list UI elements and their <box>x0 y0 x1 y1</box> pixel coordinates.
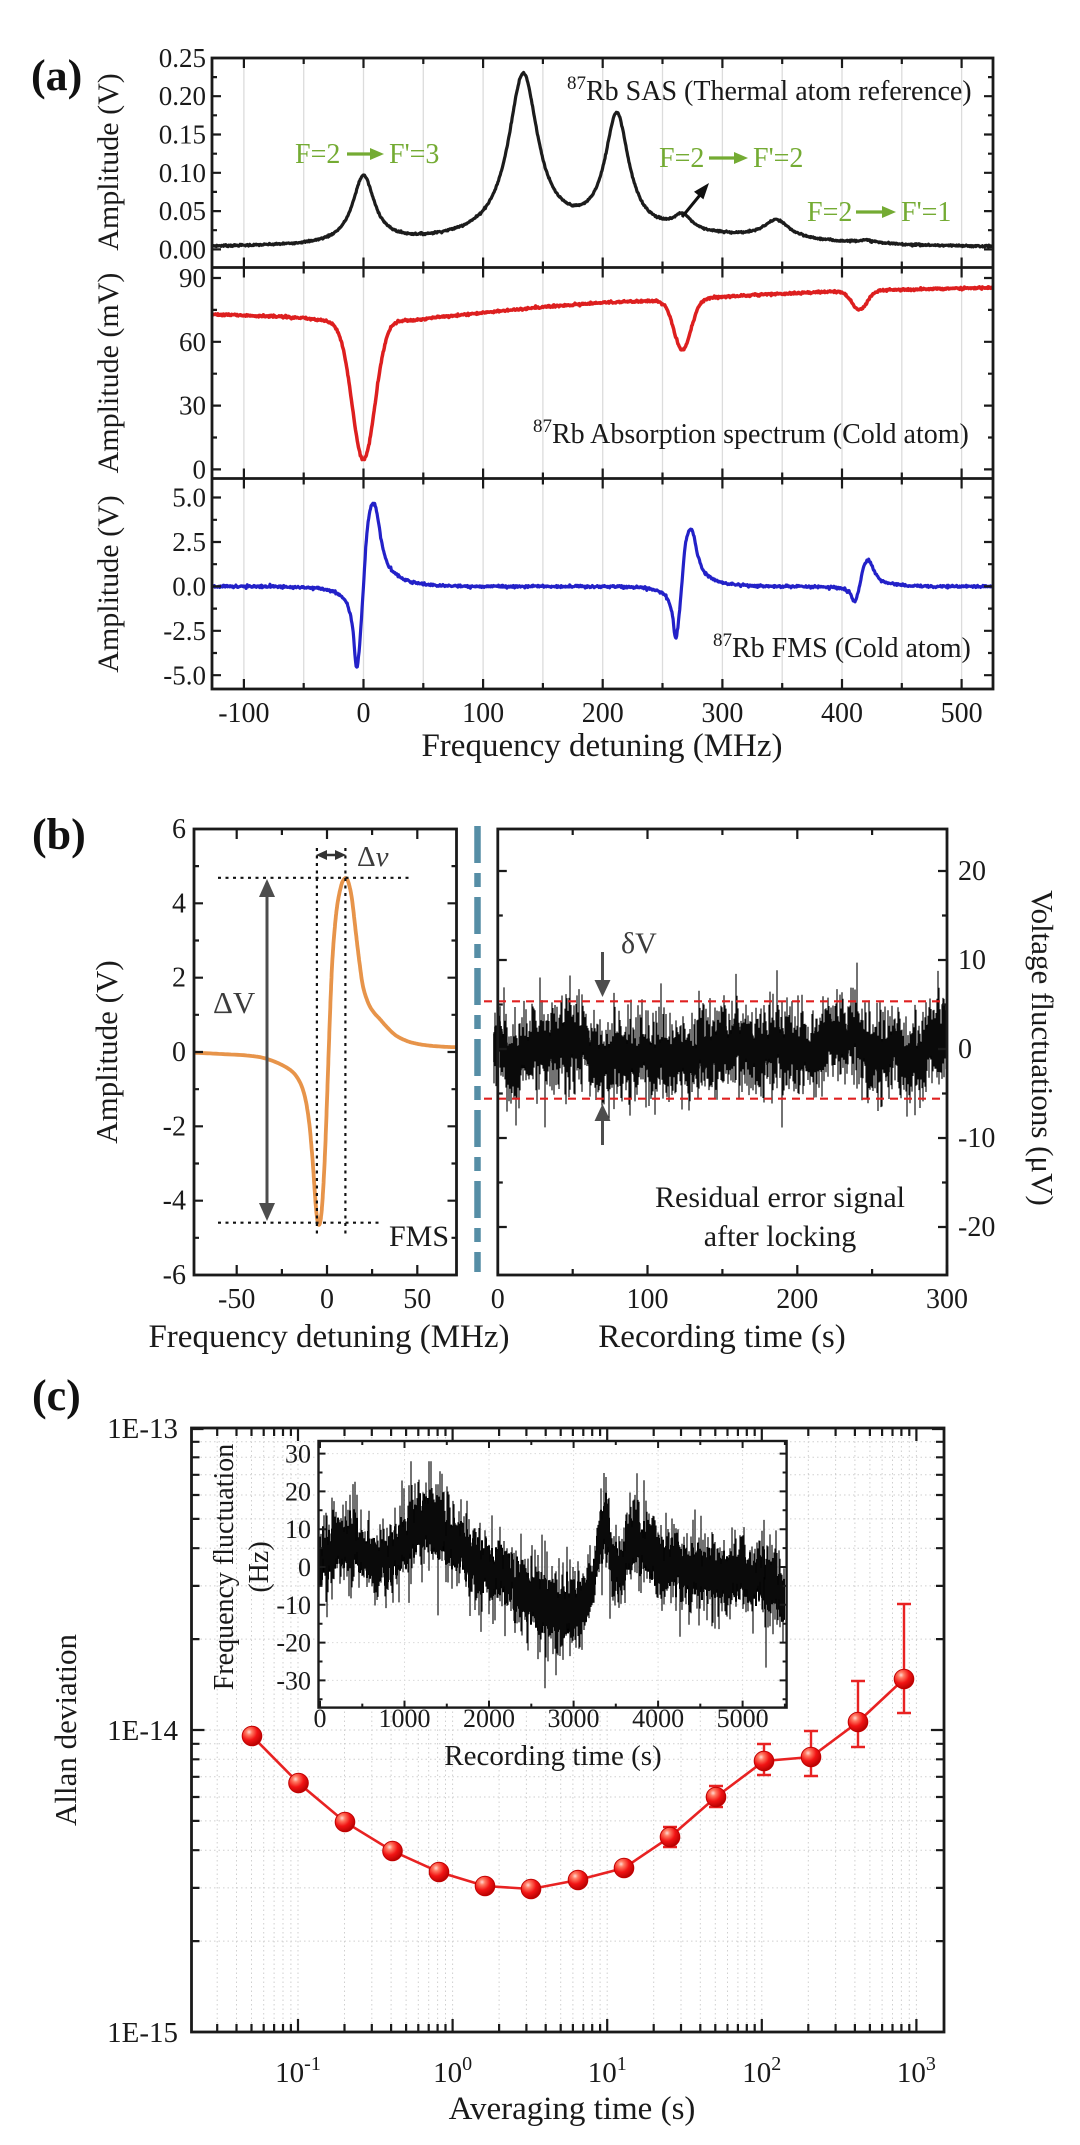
svg-text:FMS: FMS <box>389 1220 449 1253</box>
svg-text:Frequency detuning (MHz): Frequency detuning (MHz) <box>421 728 782 764</box>
svg-text:-20: -20 <box>276 1629 311 1658</box>
svg-text:Amplitude (V): Amplitude (V) <box>92 495 125 672</box>
svg-text:100: 100 <box>462 698 504 729</box>
svg-text:0: 0 <box>491 1284 505 1315</box>
svg-text:5.0: 5.0 <box>172 483 206 513</box>
svg-text:0: 0 <box>298 1553 311 1582</box>
svg-text:0: 0 <box>172 1037 186 1068</box>
svg-text:100: 100 <box>627 1284 669 1315</box>
svg-text:F'=1: F'=1 <box>901 197 951 228</box>
svg-text:87Rb Absorption spectrum (Cold: 87Rb Absorption spectrum (Cold atom) <box>533 416 969 450</box>
svg-text:200: 200 <box>776 1284 818 1315</box>
svg-text:Residual error signal: Residual error signal <box>655 1181 905 1214</box>
svg-text:4: 4 <box>172 888 186 919</box>
svg-text:30: 30 <box>285 1440 311 1469</box>
svg-text:-30: -30 <box>276 1666 311 1695</box>
svg-text:-2: -2 <box>163 1111 186 1142</box>
svg-text:Amplitude (V): Amplitude (V) <box>89 960 124 1143</box>
svg-text:20: 20 <box>285 1477 311 1506</box>
svg-text:1000: 1000 <box>379 1704 431 1733</box>
svg-text:0.25: 0.25 <box>159 43 206 73</box>
svg-text:2: 2 <box>172 963 186 994</box>
svg-text:Δv: Δv <box>357 841 389 873</box>
svg-text:0.00: 0.00 <box>159 234 206 264</box>
svg-text:0: 0 <box>193 454 207 484</box>
svg-text:0.05: 0.05 <box>159 196 206 226</box>
svg-text:(a): (a) <box>31 51 82 100</box>
svg-text:2.5: 2.5 <box>172 527 206 557</box>
svg-text:2000: 2000 <box>463 1704 515 1733</box>
svg-text:F'=3: F'=3 <box>389 139 439 170</box>
svg-text:30: 30 <box>179 391 206 421</box>
svg-text:(Hz): (Hz) <box>244 1541 275 1592</box>
svg-text:Voltage fluctuations (μV): Voltage fluctuations (μV) <box>1025 890 1060 1206</box>
svg-text:5000: 5000 <box>717 1704 769 1733</box>
svg-text:-10: -10 <box>276 1591 311 1620</box>
svg-text:0.10: 0.10 <box>159 158 206 188</box>
svg-text:0: 0 <box>958 1034 972 1065</box>
svg-text:Allan deviation: Allan deviation <box>48 1634 83 1826</box>
svg-text:1E-15: 1E-15 <box>107 2017 178 2049</box>
svg-text:-50: -50 <box>218 1284 255 1315</box>
svg-text:F=2: F=2 <box>295 139 340 170</box>
svg-text:-4: -4 <box>163 1186 186 1217</box>
svg-text:87Rb SAS (Thermal atom referen: 87Rb SAS (Thermal atom reference) <box>567 73 972 107</box>
svg-text:ΔV: ΔV <box>213 985 256 1020</box>
svg-text:δV: δV <box>621 927 657 960</box>
svg-text:10: 10 <box>958 945 986 976</box>
svg-text:after locking: after locking <box>704 1220 856 1253</box>
svg-text:(b): (b) <box>32 810 86 859</box>
svg-text:4000: 4000 <box>632 1704 684 1733</box>
svg-text:-6: -6 <box>163 1260 186 1291</box>
svg-text:0: 0 <box>320 1284 334 1315</box>
svg-text:400: 400 <box>821 698 863 729</box>
svg-text:-10: -10 <box>958 1123 995 1154</box>
svg-text:60: 60 <box>179 327 206 357</box>
svg-text:-100: -100 <box>218 698 269 729</box>
svg-text:1E-14: 1E-14 <box>107 1715 178 1747</box>
svg-text:300: 300 <box>926 1284 968 1315</box>
svg-text:F=2: F=2 <box>807 197 852 228</box>
svg-text:3000: 3000 <box>548 1704 600 1733</box>
svg-text:F'=2: F'=2 <box>753 143 803 174</box>
svg-text:-20: -20 <box>958 1212 995 1243</box>
svg-text:0.20: 0.20 <box>159 81 206 111</box>
svg-text:Averaging time (s): Averaging time (s) <box>449 2091 696 2127</box>
svg-text:0: 0 <box>314 1704 327 1733</box>
svg-text:90: 90 <box>179 263 206 293</box>
svg-text:Amplitude (V): Amplitude (V) <box>92 73 125 250</box>
svg-text:500: 500 <box>941 698 983 729</box>
svg-text:10: 10 <box>285 1515 311 1544</box>
svg-text:300: 300 <box>701 698 743 729</box>
svg-text:-5.0: -5.0 <box>163 660 206 690</box>
svg-text:Amplitude (mV): Amplitude (mV) <box>92 273 125 474</box>
svg-text:(c): (c) <box>32 1371 81 1420</box>
svg-text:1E-13: 1E-13 <box>107 1413 178 1445</box>
svg-text:87Rb FMS (Cold atom): 87Rb FMS (Cold atom) <box>713 630 971 664</box>
svg-text:Recording time (s): Recording time (s) <box>598 1319 845 1355</box>
svg-text:-2.5: -2.5 <box>163 616 206 646</box>
svg-text:0.15: 0.15 <box>159 120 206 150</box>
svg-text:0.0: 0.0 <box>172 571 206 601</box>
svg-text:Frequency detuning (MHz): Frequency detuning (MHz) <box>148 1319 509 1355</box>
svg-text:Recording time (s): Recording time (s) <box>444 1740 661 1772</box>
svg-text:Frequency fluctuation: Frequency fluctuation <box>209 1444 240 1690</box>
svg-text:F=2: F=2 <box>659 143 704 174</box>
svg-text:0: 0 <box>357 698 371 729</box>
svg-text:200: 200 <box>582 698 624 729</box>
svg-text:50: 50 <box>403 1284 431 1315</box>
svg-text:20: 20 <box>958 856 986 887</box>
svg-text:6: 6 <box>172 814 186 845</box>
